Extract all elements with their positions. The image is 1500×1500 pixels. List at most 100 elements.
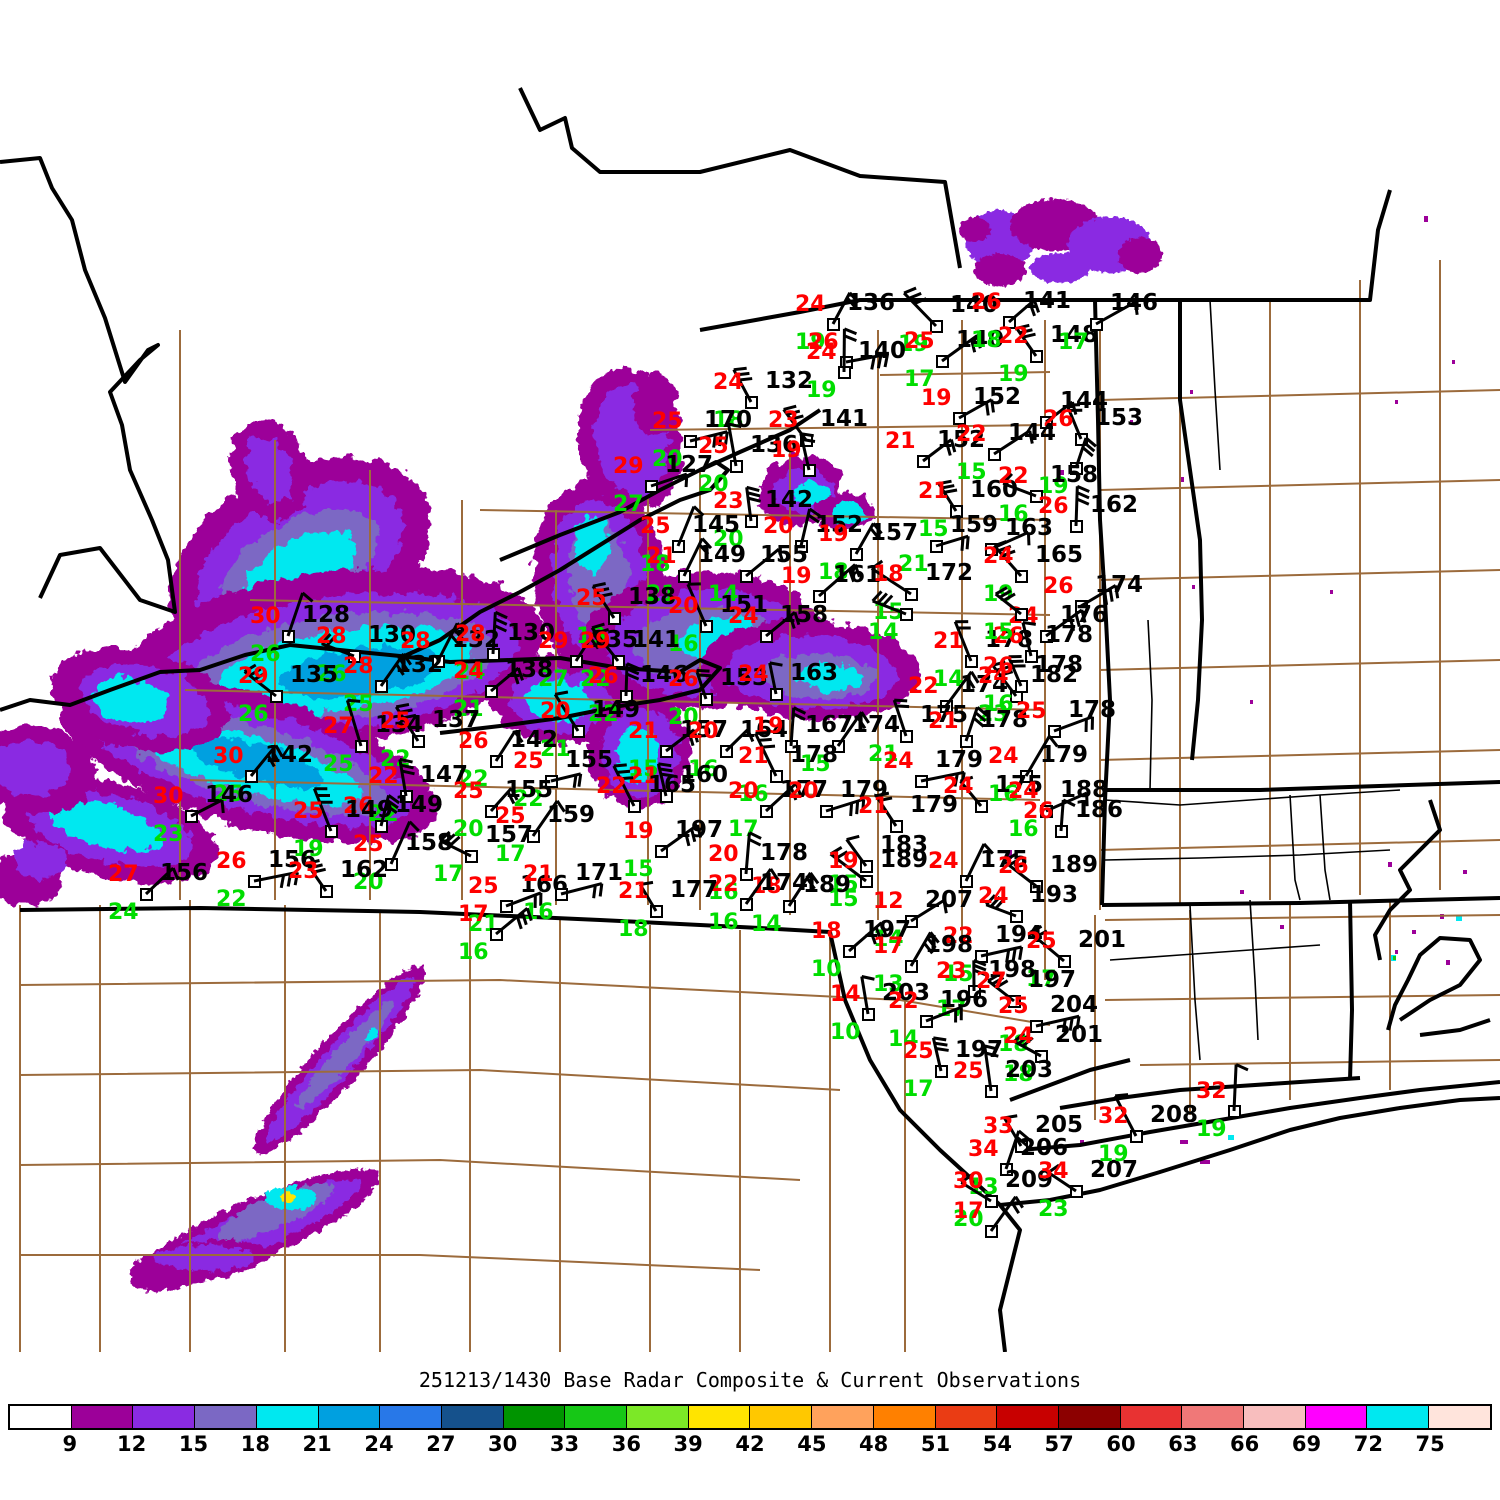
pressure-value: 132 [765,368,814,394]
temperature-value: 24 [728,604,759,629]
wind-barb [744,868,780,905]
pressure-value: 204 [1050,992,1099,1018]
wind-barb [1013,1031,1042,1058]
colorbar-tick-label: 27 [426,1432,456,1456]
pressure-value: 152 [937,427,986,453]
wind-barb [985,894,1017,918]
dewpoint-value: 27 [538,667,569,692]
pressure-value: 178 [1068,697,1117,723]
pressure-value: 136 [847,290,896,316]
wind-barb [831,291,860,325]
temperature-value: 17 [458,902,489,927]
station-symbol [490,755,503,768]
wind-barb [1065,403,1083,440]
wind-barb [983,1044,999,1092]
colorbar-swatch [318,1406,381,1428]
pressure-value: 141 [1023,288,1072,314]
temperature-value: 29 [238,664,269,689]
temperature-value: 27 [323,714,354,739]
colorbar-swatch [10,1406,72,1428]
wind-barb [1232,1063,1249,1112]
colorbar-tick-label: 33 [549,1432,580,1456]
colorbar-swatch [812,1406,874,1428]
wind-barb [941,334,982,363]
temperature-value: 25 [1016,699,1047,724]
colorbar-swatch [503,1406,566,1428]
dewpoint-value: 16 [668,632,699,657]
dewpoint-value: 20 [698,472,729,497]
wind-barb [925,1005,963,1023]
wind-barb [1035,1014,1081,1033]
dewpoint-value: 24 [108,900,139,925]
temperature-value: 25 [903,1039,934,1064]
wind-barb [909,931,940,967]
wind-barb [656,762,674,797]
temperature-value: 34 [1038,1159,1069,1184]
wind-barb [724,728,755,753]
pressure-value: 153 [1095,405,1144,431]
pressure-value: 201 [1055,1022,1104,1048]
temperature-value: 14 [830,982,861,1007]
station-symbol [1020,770,1033,783]
dewpoint-value: 22 [588,702,619,727]
pressure-value: 179 [910,792,959,818]
temperature-value: 29 [613,454,644,479]
temperature-value: 20 [788,779,819,804]
pressure-value: 162 [1090,492,1139,518]
temperature-value: 26 [343,794,374,819]
pressure-value: 145 [692,512,741,538]
station-symbol [325,825,338,838]
temperature-value: 24 [795,292,826,317]
wind-barb [398,757,415,797]
pressure-value: 175 [920,702,969,728]
pressure-value: 156 [268,847,317,873]
temperature-value: 20 [540,699,571,724]
colorbar-tick-label: 36 [611,1432,641,1456]
dewpoint-value: 18 [971,328,1002,353]
temperature-value: 26 [808,330,839,355]
wind-barb [1080,584,1120,608]
dewpoint-value: 15 [943,962,974,987]
pressure-value: 203 [1005,1057,1054,1083]
pressure-value: 147 [420,762,469,788]
pressure-value: 174 [852,712,901,738]
pressure-value: 164 [740,717,789,743]
wind-barb [989,1195,1024,1232]
temperature-value: 25 [652,409,683,434]
wind-barb [286,591,314,637]
temperature-value: 24 [978,884,1009,909]
pressure-value: 135 [290,662,339,688]
wind-barb [660,823,703,853]
pressure-value: 179 [935,747,984,773]
pressure-value: 138 [628,584,677,610]
wind-barb [553,690,580,732]
pressure-value: 178 [760,840,809,866]
wind-barb [389,820,420,865]
station-symbol [355,740,368,753]
pressure-value: 157 [485,822,534,848]
colorbar-tick-label: 63 [1168,1432,1198,1456]
wind-barb [787,871,820,907]
colorbar-swatch [1367,1406,1430,1428]
wind-barb [345,698,363,747]
wind-barb [829,846,867,883]
station-symbol [385,858,398,871]
temperature-value: 25 [640,514,671,539]
colorbar-tick-label: 72 [1353,1432,1383,1456]
pressure-value: 165 [1035,542,1084,568]
dewpoint-value: 14 [708,582,739,607]
wind-barb [624,662,640,697]
colorbar-swatch [1182,1406,1245,1428]
pressure-value: 174 [960,672,1009,698]
wind-barb [1113,1093,1138,1137]
temperature-value: 21 [858,794,889,819]
wind-barb [665,728,699,753]
wind-barb [953,620,973,662]
temperature-value: 21 [928,709,959,734]
colorbar-swatch [997,1406,1059,1428]
colorbar-tick-label: 75 [1415,1432,1445,1456]
temperature-value: 25 [904,329,935,354]
pressure-value: 174 [1095,572,1144,598]
pressure-value: 176 [1060,602,1109,628]
temperature-value: 25 [513,749,544,774]
